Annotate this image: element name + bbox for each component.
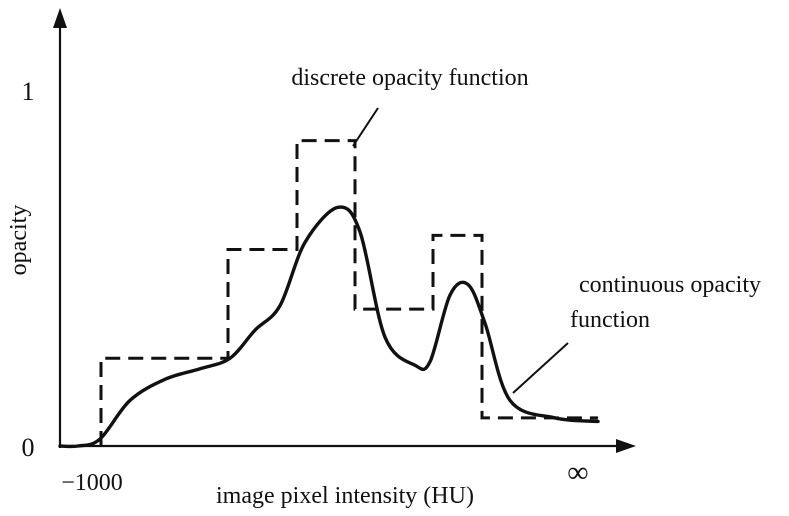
y-axis-label: opacity [6,205,32,276]
x-tick-label-infinity: ∞ [567,456,588,489]
discrete-opacity-step-line [99,139,598,446]
annotation-continuous-label-line2: function [570,307,650,333]
annotation-discrete-pointer [352,107,379,147]
continuous-opacity-curve [58,205,600,449]
annotation-continuous-label-line1: continuous opacity [579,272,761,298]
y-tick-label-0: 0 [22,433,35,462]
x-axis-label: image pixel intensity (HU) [216,483,474,509]
x-tick-label-minus-1000: −1000 [61,470,123,496]
x-axis-arrowhead [616,439,636,453]
annotation-discrete-label: discrete opacity function [291,65,528,91]
y-axis-arrowhead [53,8,67,28]
annotation-continuous-pointer [512,342,569,394]
y-tick-label-1: 1 [22,77,35,106]
